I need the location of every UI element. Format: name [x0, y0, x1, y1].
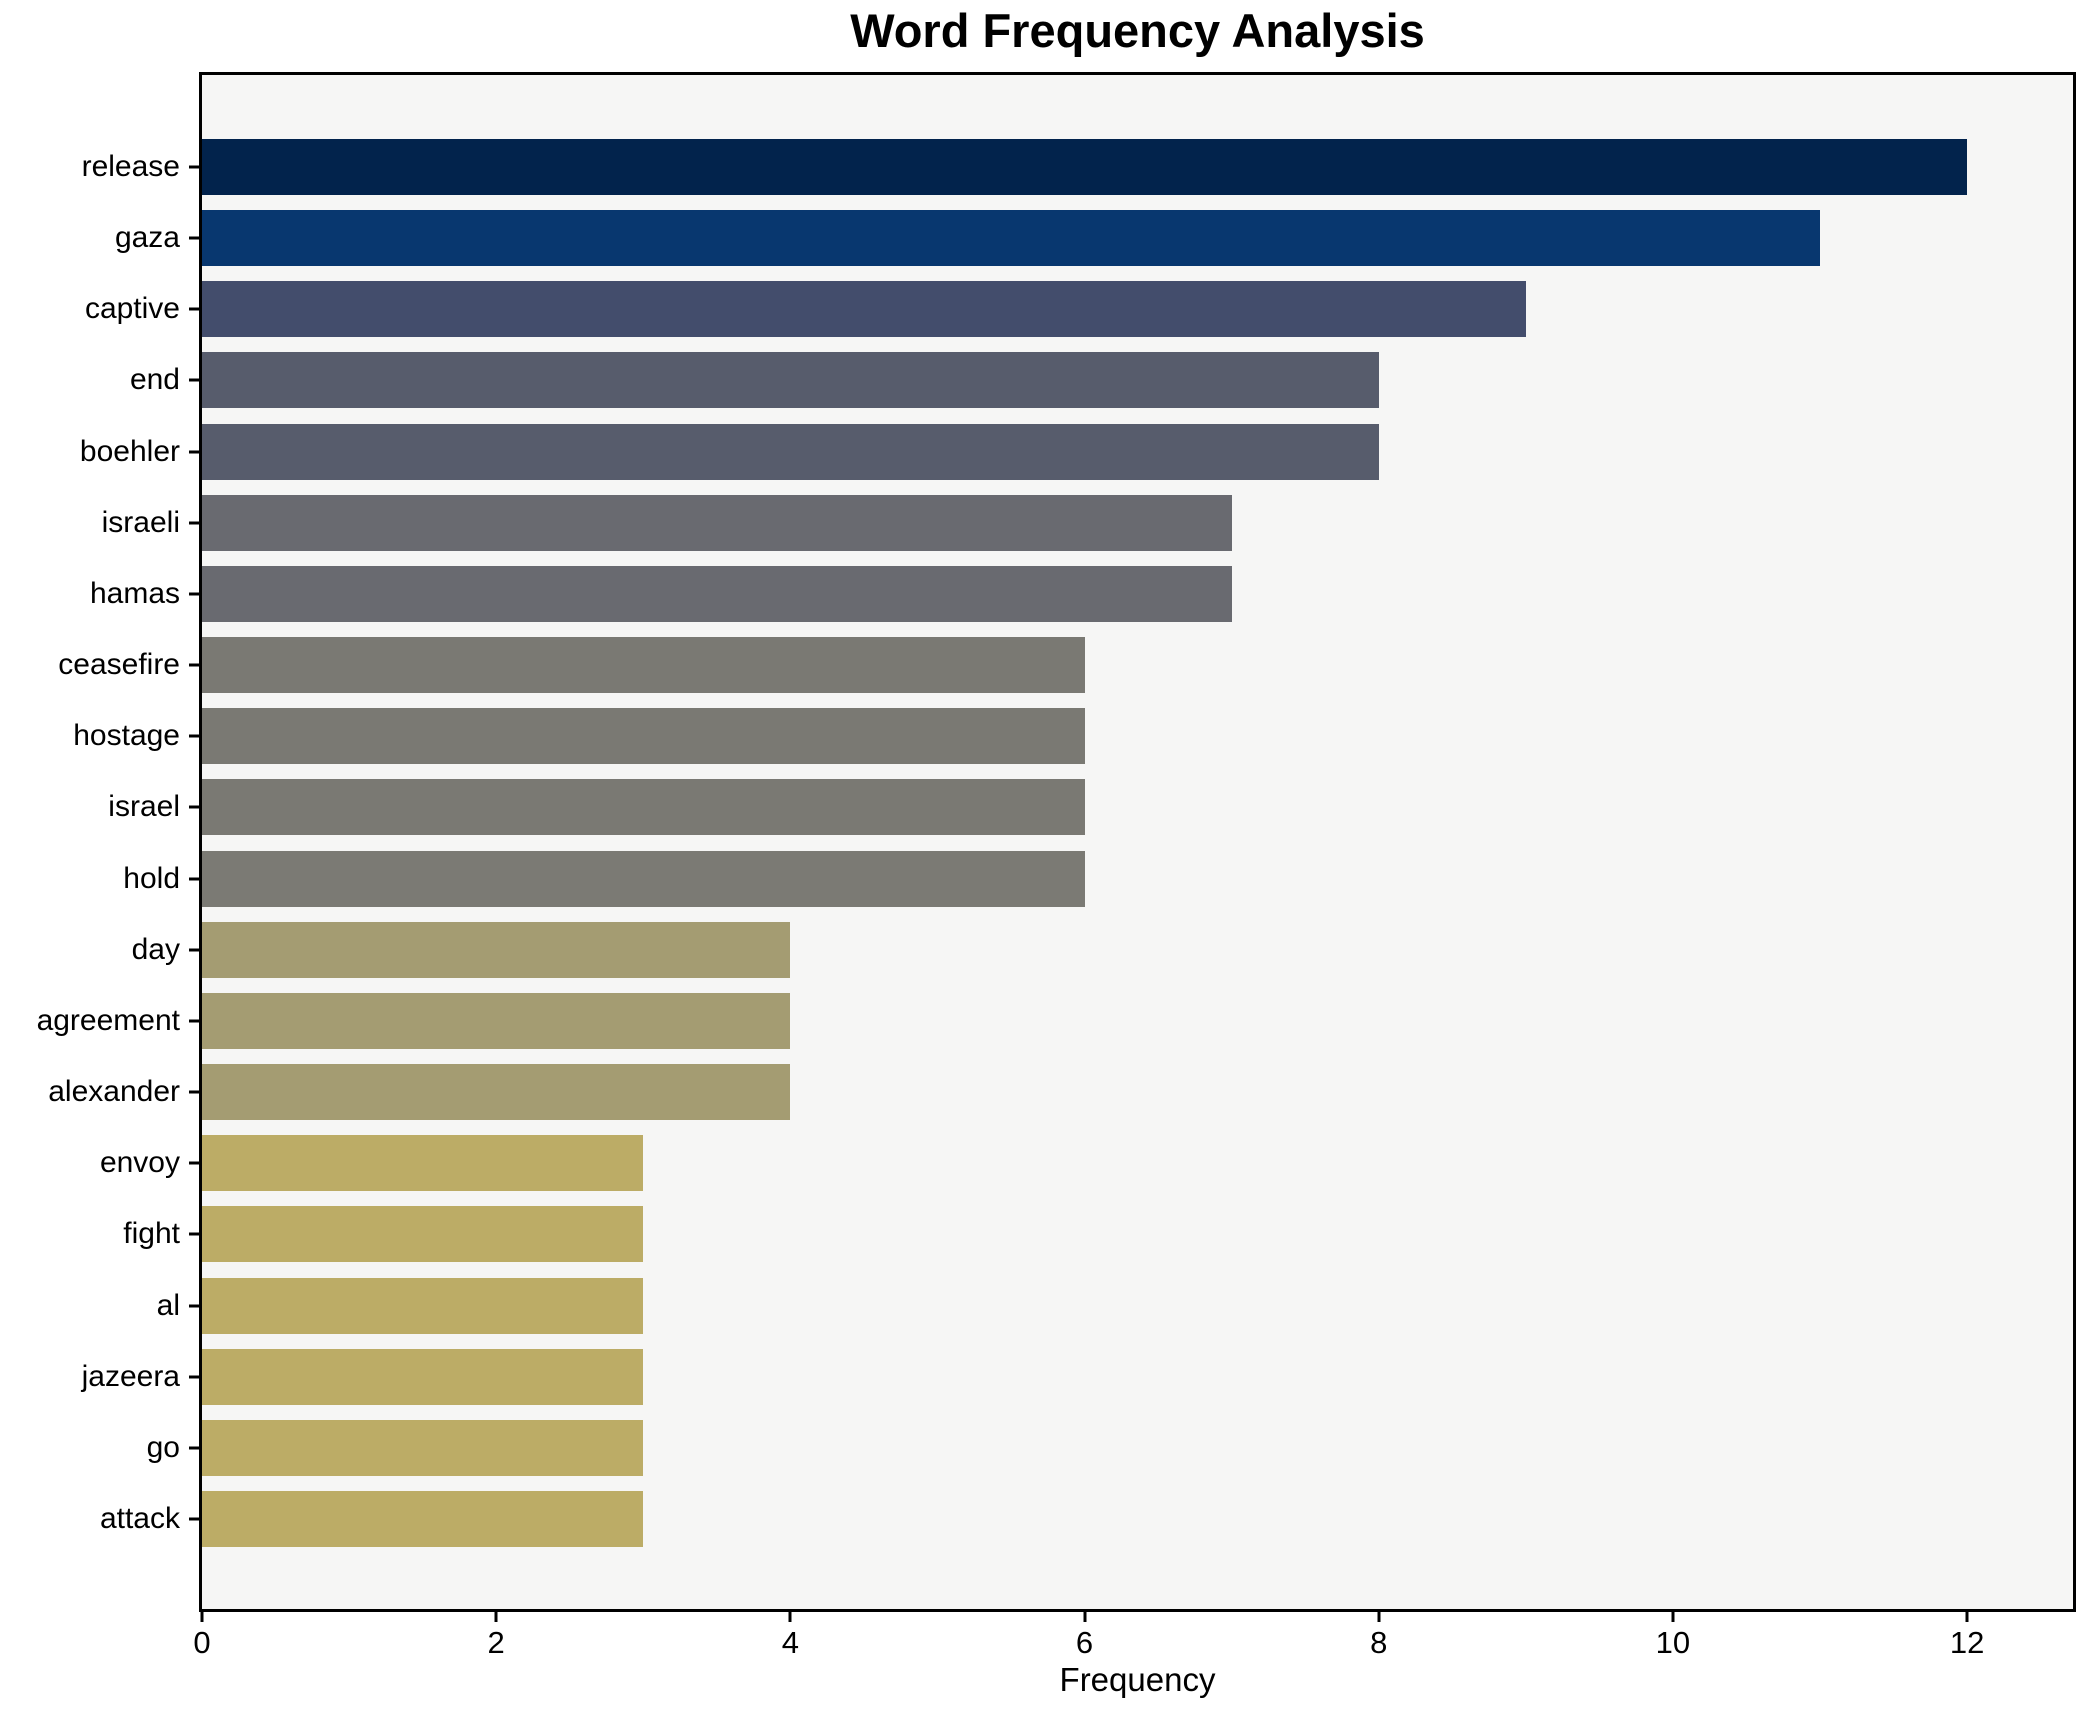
y-tick-mark: [189, 663, 199, 667]
x-tick-label: 10: [1655, 1625, 1691, 1660]
bar-row-go: go: [147, 1419, 2073, 1476]
y-tick-mark: [189, 450, 199, 454]
bar-row-envoy: envoy: [100, 1135, 2073, 1192]
x-tick-label: 2: [487, 1625, 505, 1660]
bar-captive: [202, 281, 1526, 338]
bar-envoy: [202, 1135, 644, 1192]
y-tick-label: boehler: [79, 434, 180, 468]
bar-jazeera: [202, 1348, 644, 1405]
bar-row-al: al: [157, 1277, 2073, 1334]
y-tick-mark: [189, 165, 199, 169]
y-tick-mark: [189, 592, 199, 596]
x-tick-label: 4: [781, 1625, 799, 1660]
x-tick-mark: [1083, 1612, 1087, 1622]
bar-row-captive: captive: [85, 281, 2073, 338]
bar-release: [202, 139, 1968, 195]
bars-container: release gaza captive end boehler israeli hamas…: [37, 75, 2073, 1609]
bar-israel: [202, 779, 1085, 836]
y-tick-label: go: [146, 1430, 180, 1464]
x-tick-label: 6: [1075, 1625, 1094, 1660]
y-tick-mark: [189, 1304, 199, 1307]
x-axis-label: Frequency: [1059, 1661, 1216, 1698]
bar-row-release: release: [82, 139, 2073, 195]
y-tick-mark: [189, 948, 199, 952]
y-tick-mark: [189, 1446, 199, 1450]
x-tick-mark: [494, 1612, 498, 1622]
bar-day: [202, 921, 791, 978]
bar-row-israeli: israeli: [102, 494, 2073, 551]
bar-row-hold: hold: [123, 850, 2073, 907]
y-tick-label: agreement: [36, 1003, 180, 1037]
bar-row-gaza: gaza: [115, 210, 2073, 267]
y-tick-label: hostage: [73, 719, 180, 753]
y-tick-label: hold: [123, 861, 180, 895]
y-tick-mark: [189, 877, 199, 881]
y-tick-mark: [189, 805, 199, 809]
y-tick-label: israeli: [101, 505, 180, 539]
y-tick-mark: [189, 1019, 199, 1023]
y-tick-label: al: [156, 1288, 180, 1322]
x-tick-label: 0: [193, 1625, 211, 1660]
x-tick-label: 8: [1370, 1625, 1388, 1660]
y-tick-label: hamas: [89, 576, 180, 610]
y-tick-mark: [189, 1161, 199, 1165]
y-tick-mark: [189, 1517, 199, 1521]
bar-ceasefire: [202, 637, 1085, 694]
y-tick-label: ceasefire: [58, 648, 180, 682]
y-tick-label: gaza: [114, 221, 180, 255]
bar-row-israel: israel: [108, 779, 2073, 836]
y-tick-label: envoy: [99, 1146, 180, 1180]
bar-row-attack: attack: [100, 1490, 2073, 1547]
bar-row-fight: fight: [123, 1206, 2073, 1263]
bar-row-day: day: [132, 921, 2073, 978]
bar-hamas: [202, 565, 1232, 622]
plot-area: release gaza captive end boehler israeli hamas…: [37, 72, 2076, 1658]
bar-row-end: end: [130, 352, 2073, 409]
bar-agreement: [202, 992, 791, 1049]
y-tick-mark: [189, 236, 199, 240]
y-tick-mark: [189, 378, 199, 382]
y-tick-label: day: [131, 932, 180, 966]
y-tick-label: alexander: [48, 1075, 180, 1109]
y-tick-mark: [189, 521, 199, 525]
bar-row-boehler: boehler: [80, 423, 2073, 480]
x-tick-mark: [1671, 1612, 1675, 1622]
y-tick-label: captive: [84, 292, 180, 326]
x-tick-mark: [1377, 1612, 1381, 1622]
bar-hostage: [202, 708, 1085, 765]
bar-boehler: [202, 423, 1379, 480]
bar-alexander: [202, 1064, 791, 1121]
y-tick-label: israel: [108, 790, 180, 824]
bar-end: [202, 352, 1379, 409]
y-tick-label: fight: [123, 1217, 180, 1251]
x-tick-mark: [200, 1612, 204, 1622]
y-tick-label: jazeera: [81, 1359, 180, 1393]
bar-israeli: [202, 494, 1232, 551]
bar-hold: [202, 850, 1085, 907]
y-tick-label: attack: [99, 1501, 180, 1535]
x-tick-mark: [788, 1612, 792, 1622]
bar-gaza: [202, 210, 1820, 267]
bar-row-jazeera: jazeera: [82, 1348, 2073, 1405]
y-tick-mark: [189, 734, 199, 738]
bar-row-ceasefire: ceasefire: [58, 637, 2073, 694]
bar-fight: [202, 1206, 644, 1263]
bar-row-agreement: agreement: [37, 992, 2073, 1049]
bar-al: [202, 1277, 644, 1334]
y-tick-label: release: [81, 150, 180, 183]
y-tick-label: end: [129, 363, 180, 397]
y-tick-mark: [189, 1090, 199, 1094]
y-tick-mark: [189, 1375, 199, 1379]
chart-title: Word Frequency Analysis: [850, 4, 1425, 57]
y-tick-mark: [189, 307, 199, 311]
bar-row-hamas: hamas: [90, 565, 2073, 622]
bar-attack: [202, 1490, 644, 1547]
bar-row-hostage: hostage: [73, 708, 2073, 765]
x-tick-mark: [1965, 1612, 1969, 1622]
y-tick-mark: [189, 1232, 199, 1236]
x-tick-label: 12: [1949, 1625, 1985, 1660]
bar-row-alexander: alexander: [48, 1064, 2073, 1121]
bar-go: [202, 1419, 644, 1476]
